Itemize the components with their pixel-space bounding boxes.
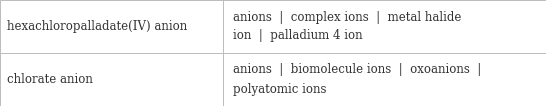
Text: anions  |  complex ions  |  metal halide
ion  |  palladium 4 ion: anions | complex ions | metal halide ion… [233, 10, 461, 43]
Text: hexachloropalladate(IV) anion: hexachloropalladate(IV) anion [7, 20, 187, 33]
Text: anions  |  biomolecule ions  |  oxoanions  |
polyatomic ions: anions | biomolecule ions | oxoanions | … [233, 63, 481, 96]
Text: chlorate anion: chlorate anion [7, 73, 92, 86]
